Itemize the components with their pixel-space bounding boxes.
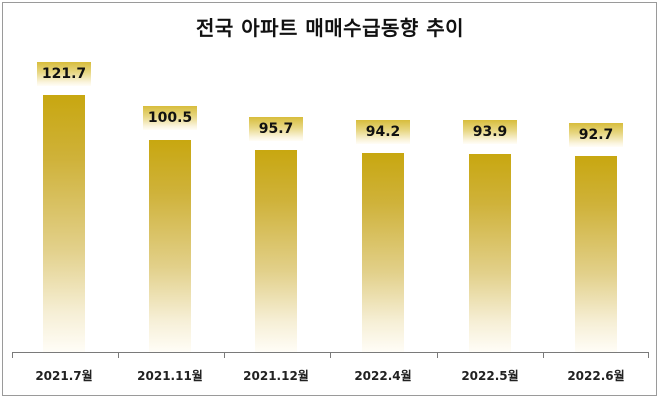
bar-2021-11 bbox=[149, 140, 191, 352]
x-tick-label: 2021.11월 bbox=[137, 369, 203, 383]
x-axis-tick bbox=[12, 352, 13, 358]
chart-title: 전국 아파트 매매수급동향 추이 bbox=[195, 16, 465, 40]
x-axis-tick bbox=[330, 352, 331, 358]
x-axis-tick bbox=[543, 352, 544, 358]
data-label: 121.7 bbox=[37, 62, 91, 86]
x-tick-label: 2022.5월 bbox=[461, 369, 519, 383]
data-label: 92.7 bbox=[569, 123, 623, 147]
x-tick-label: 2021.7월 bbox=[35, 369, 93, 383]
bar-2021-07 bbox=[43, 95, 85, 352]
data-label: 100.5 bbox=[143, 106, 197, 130]
bar-2022-06 bbox=[575, 156, 617, 352]
data-label: 95.7 bbox=[249, 117, 303, 141]
chart-frame bbox=[2, 2, 657, 396]
x-axis-tick bbox=[118, 352, 119, 358]
data-label: 93.9 bbox=[463, 120, 517, 144]
bar-2022-05 bbox=[469, 154, 511, 352]
data-label: 94.2 bbox=[356, 120, 410, 144]
x-axis-tick bbox=[648, 352, 649, 358]
bar-2021-12 bbox=[255, 150, 297, 352]
bar-2022-04 bbox=[362, 153, 404, 352]
x-tick-label: 2022.4월 bbox=[354, 369, 412, 383]
x-tick-label: 2022.6월 bbox=[567, 369, 625, 383]
x-axis-tick bbox=[437, 352, 438, 358]
x-axis-tick bbox=[224, 352, 225, 358]
x-tick-label: 2021.12월 bbox=[243, 369, 309, 383]
